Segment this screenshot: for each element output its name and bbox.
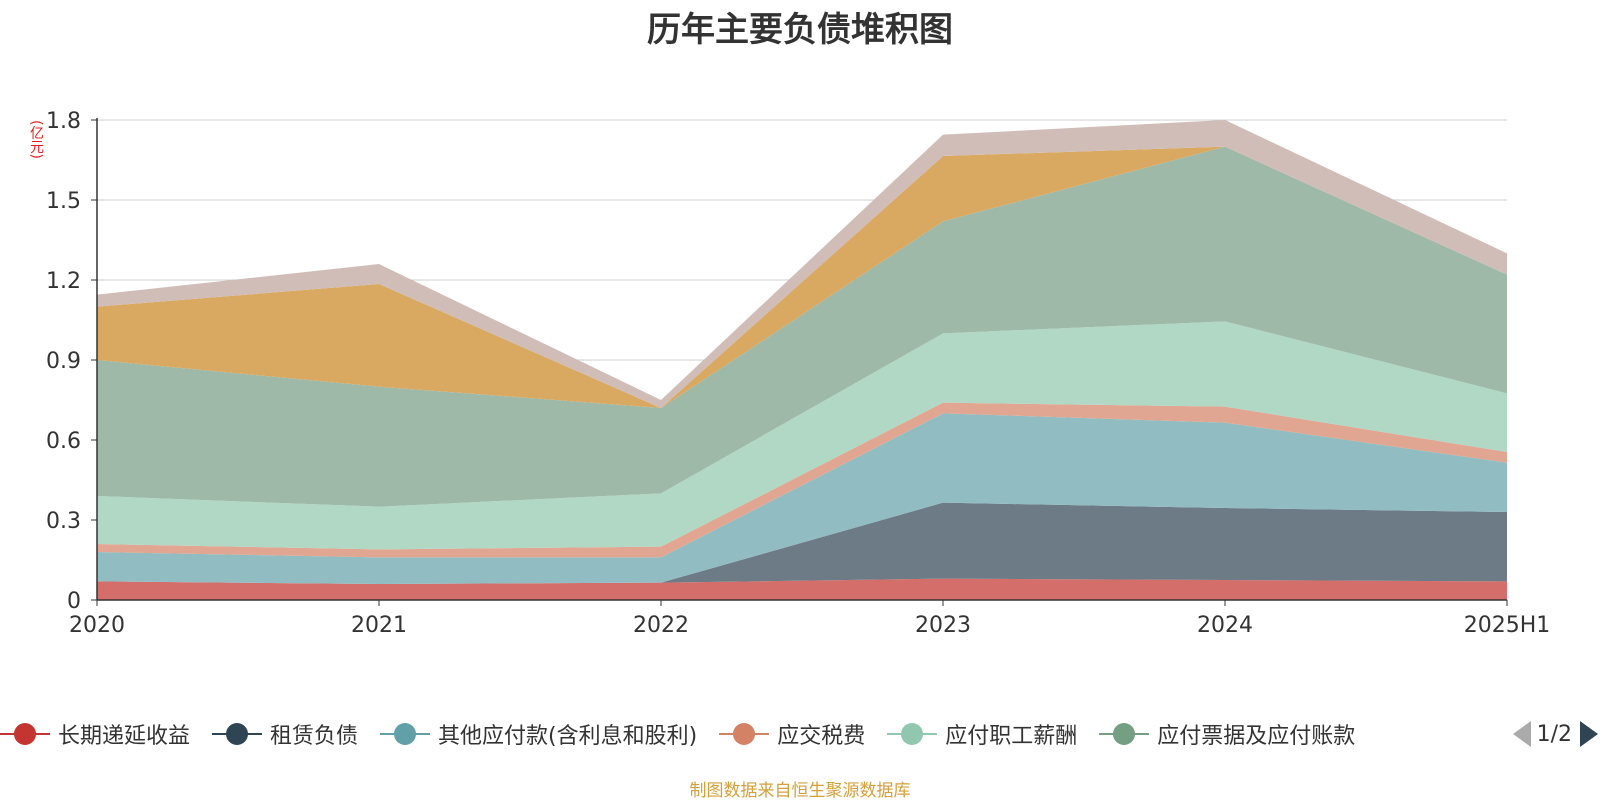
- legend-marker-icon: [719, 722, 770, 746]
- x-tick-label: 2020: [69, 613, 125, 638]
- legend-item-label: 长期递延收益: [58, 724, 191, 749]
- area-series-4: [97, 402, 1507, 558]
- legend-item-label: 应交税费: [777, 724, 866, 749]
- legend-next-page-icon[interactable]: [1580, 721, 1598, 747]
- y-tick-label: 1.2: [46, 269, 81, 294]
- y-tick-label: 0: [67, 589, 81, 614]
- legend-page-indicator: 1/2: [1536, 721, 1572, 747]
- source-note: 制图数据来自恒生聚源数据库: [689, 781, 911, 801]
- area-series-8: [97, 120, 1507, 408]
- legend-marker-icon: [212, 722, 263, 746]
- legend: 长期递延收益 租赁负债 其他应付款(含利息和股利) 应交税费 应付职工薪酬 应付票据及应付…: [0, 716, 1600, 752]
- area-series-1: [97, 578, 1507, 600]
- legend-item-label: 应付票据及应付账款: [1157, 724, 1356, 749]
- area-series-5: [97, 321, 1507, 550]
- legend-marker-icon: [0, 722, 50, 746]
- x-tick-label: 2024: [1197, 613, 1253, 638]
- area-series-7: [97, 146, 1507, 408]
- legend-item[interactable]: 租赁负债: [212, 718, 358, 750]
- y-tick-label: 1.5: [46, 189, 81, 214]
- legend-marker-icon: [887, 722, 938, 746]
- x-tick-label: 2021: [351, 613, 407, 638]
- area-series: [97, 120, 1507, 600]
- y-tick-label: 0.3: [46, 509, 81, 534]
- legend-item[interactable]: 应交税费: [719, 718, 865, 750]
- axes: 0 0.3 0.6 0.9 1.2 1.5 1.8 2020 2021 2022 2023 2024 2…: [46, 109, 1550, 638]
- legend-item[interactable]: 长期递延收益: [0, 718, 190, 750]
- legend-item-label: 应付职工薪酬: [945, 724, 1078, 749]
- x-tick-label: 2022: [633, 613, 689, 638]
- area-series-3: [97, 413, 1507, 584]
- legend-item-label: 其他应付款(含利息和股利): [438, 724, 698, 749]
- legend-item[interactable]: 应付票据及应付账款: [1099, 718, 1355, 750]
- legend-prev-page-icon[interactable]: [1512, 721, 1531, 747]
- x-tick-label: 2025H1: [1464, 613, 1551, 638]
- legend-pager: 1/2: [1460, 716, 1600, 752]
- y-tick-label: 1.8: [46, 109, 81, 134]
- x-tick-label: 2023: [915, 613, 971, 638]
- area-series-6: [97, 146, 1507, 507]
- y-tick-label: 0.9: [46, 349, 81, 374]
- legend-marker-icon: [380, 722, 431, 746]
- area-series-2: [97, 502, 1507, 584]
- stacked-area-plot: 0 0.3 0.6 0.9 1.2 1.5 1.8 2020 2021 2022 2023 2024 2…: [46, 109, 1550, 638]
- chart-title: 历年主要负债堆积图: [647, 10, 953, 50]
- legend-item[interactable]: 其他应付款(含利息和股利): [380, 718, 697, 750]
- legend-marker-icon: [1099, 722, 1150, 746]
- legend-item-label: 租赁负债: [270, 724, 359, 749]
- y-axis-unit-label: (亿元): [28, 120, 44, 159]
- legend-item[interactable]: 应付职工薪酬: [887, 718, 1077, 750]
- y-tick-label: 0.6: [46, 429, 81, 454]
